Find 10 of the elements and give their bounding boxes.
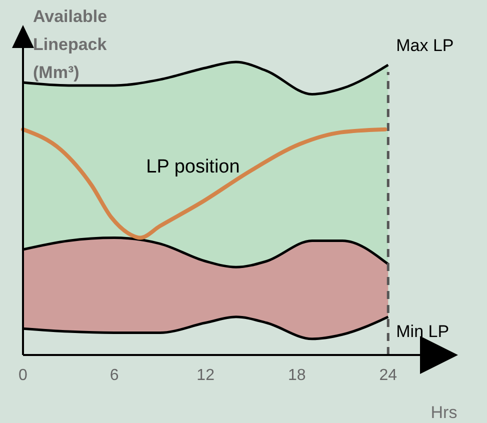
series-label: Min LP (396, 322, 450, 341)
x-tick-label: 18 (288, 367, 306, 384)
x-tick-label: 0 (18, 367, 28, 384)
x-tick-label: 6 (110, 367, 119, 384)
x-axis-title: Hrs (430, 403, 458, 422)
y-axis-title: Available Linepack (Mm³) (33, 7, 108, 82)
annotation: LP position (146, 156, 240, 178)
x-tick-label: 24 (379, 367, 398, 384)
series-label: Max LP (396, 36, 454, 55)
x-tick-label: 12 (196, 367, 215, 384)
